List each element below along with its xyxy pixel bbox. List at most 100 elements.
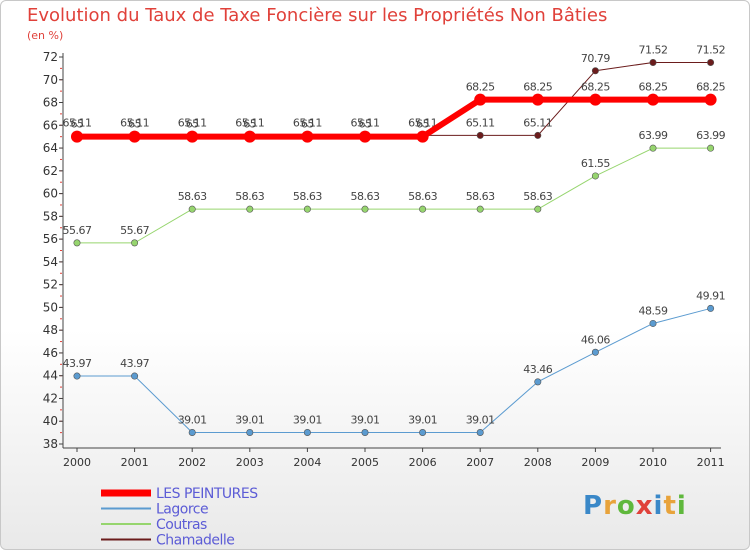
x-tick-label: 2006 bbox=[409, 456, 437, 469]
data-label-chamadelle: 65.11 bbox=[235, 116, 264, 129]
logo-letter: o bbox=[616, 491, 636, 521]
data-point-lagorce bbox=[591, 348, 599, 356]
data-label-coutras: 55.67 bbox=[120, 224, 149, 237]
proxiti-logo: Proxiti bbox=[583, 491, 687, 521]
y-tick-label: 44 bbox=[43, 369, 58, 383]
data-point-chamadelle bbox=[649, 58, 657, 66]
data-point-lagorce bbox=[534, 378, 542, 386]
y-tick-label: 48 bbox=[43, 323, 58, 337]
data-point-les-peintures bbox=[301, 130, 314, 143]
data-point-lagorce bbox=[361, 429, 369, 437]
y-tick-label: 38 bbox=[43, 437, 58, 451]
x-tick-label: 2003 bbox=[236, 456, 264, 469]
logo-letter: t bbox=[663, 491, 677, 521]
y-tick-label: 72 bbox=[43, 50, 58, 64]
data-point-coutras bbox=[591, 172, 599, 180]
data-label-les-peintures: 65 bbox=[243, 118, 256, 131]
data-label-les-peintures: 65 bbox=[71, 118, 84, 131]
legend-label-chamadelle: Chamadelle bbox=[156, 533, 234, 549]
data-point-lagorce bbox=[707, 304, 715, 312]
x-tick-label: 2002 bbox=[178, 456, 206, 469]
x-tick-label: 2008 bbox=[524, 456, 552, 469]
data-point-les-peintures bbox=[704, 93, 717, 106]
data-label-lagorce: 46.06 bbox=[581, 333, 610, 346]
logo-letter: i bbox=[653, 491, 664, 521]
data-point-coutras bbox=[419, 205, 427, 213]
data-label-les-peintures: 65 bbox=[186, 118, 199, 131]
chart-subtitle: (en %) bbox=[27, 29, 64, 42]
data-label-les-peintures: 68.25 bbox=[696, 81, 725, 94]
chart-title: Evolution du Taux de Taxe Foncière sur l… bbox=[27, 5, 608, 26]
data-point-coutras bbox=[361, 205, 369, 213]
y-tick-label: 54 bbox=[43, 255, 58, 269]
logo-letter: P bbox=[583, 491, 604, 521]
data-point-coutras bbox=[188, 205, 196, 213]
data-point-coutras bbox=[649, 144, 657, 152]
y-tick-label: 56 bbox=[43, 232, 58, 246]
data-point-coutras bbox=[73, 239, 81, 247]
legend-label-lagorce: Lagorce bbox=[156, 502, 208, 518]
data-label-les-peintures: 65 bbox=[416, 118, 429, 131]
data-label-coutras: 55.67 bbox=[63, 224, 92, 237]
data-label-coutras: 63.99 bbox=[696, 129, 725, 142]
data-point-coutras bbox=[707, 144, 715, 152]
data-label-coutras: 61.55 bbox=[581, 157, 610, 170]
data-point-les-peintures bbox=[474, 93, 487, 106]
x-tick-label: 2004 bbox=[293, 456, 321, 469]
data-label-chamadelle: 65.11 bbox=[178, 116, 207, 129]
data-label-coutras: 58.63 bbox=[466, 190, 495, 203]
data-label-coutras: 58.63 bbox=[235, 190, 264, 203]
logo-letter: x bbox=[635, 491, 654, 521]
data-point-lagorce bbox=[188, 429, 196, 437]
data-label-chamadelle: 65.11 bbox=[351, 116, 380, 129]
data-label-lagorce: 48.59 bbox=[639, 304, 668, 317]
data-label-lagorce: 39.01 bbox=[351, 414, 380, 427]
data-label-chamadelle: 65.11 bbox=[293, 116, 322, 129]
x-tick-label: 2011 bbox=[697, 456, 725, 469]
data-label-lagorce: 39.01 bbox=[466, 414, 495, 427]
data-point-coutras bbox=[246, 205, 254, 213]
y-tick-label: 62 bbox=[43, 164, 58, 178]
y-tick-label: 66 bbox=[43, 118, 58, 132]
data-label-lagorce: 39.01 bbox=[235, 414, 264, 427]
data-label-les-peintures: 68.25 bbox=[466, 81, 495, 94]
data-point-lagorce bbox=[649, 319, 657, 327]
data-label-les-peintures: 65 bbox=[128, 118, 141, 131]
series-line-coutras bbox=[77, 147, 711, 244]
data-label-coutras: 58.63 bbox=[178, 190, 207, 203]
legend-label-les-peintures: LES PEINTURES bbox=[156, 486, 258, 502]
x-tick-label: 2000 bbox=[63, 456, 91, 469]
data-point-chamadelle bbox=[707, 58, 715, 66]
y-tick-label: 60 bbox=[43, 187, 58, 201]
data-point-lagorce bbox=[303, 429, 311, 437]
data-point-chamadelle bbox=[534, 131, 542, 139]
y-tick-label: 50 bbox=[43, 300, 58, 314]
data-point-lagorce bbox=[73, 372, 81, 380]
data-point-les-peintures bbox=[71, 130, 83, 143]
series-line-les-peintures bbox=[77, 96, 711, 140]
data-point-lagorce bbox=[131, 372, 139, 380]
data-label-lagorce: 39.01 bbox=[408, 414, 437, 427]
data-label-coutras: 58.63 bbox=[523, 190, 552, 203]
data-label-chamadelle: 65.11 bbox=[63, 116, 92, 129]
y-tick-label: 64 bbox=[43, 141, 58, 155]
data-label-chamadelle: 71.52 bbox=[696, 43, 725, 56]
x-tick-label: 2007 bbox=[466, 456, 494, 469]
series-line-lagorce bbox=[77, 307, 711, 434]
data-point-les-peintures bbox=[186, 130, 199, 143]
data-label-chamadelle: 65.11 bbox=[120, 116, 149, 129]
data-label-chamadelle: 65.11 bbox=[523, 116, 552, 129]
data-point-les-peintures bbox=[243, 130, 256, 143]
x-tick-label: 2010 bbox=[639, 456, 667, 469]
legend-label-coutras: Coutras bbox=[156, 517, 207, 533]
data-point-coutras bbox=[303, 205, 311, 213]
logo-letter: r bbox=[603, 491, 617, 521]
data-label-lagorce: 39.01 bbox=[293, 414, 322, 427]
data-label-chamadelle: 65.11 bbox=[466, 116, 495, 129]
data-point-les-peintures bbox=[589, 93, 602, 106]
data-point-lagorce bbox=[476, 429, 484, 437]
data-label-coutras: 58.63 bbox=[351, 190, 380, 203]
x-tick-label: 2005 bbox=[351, 456, 379, 469]
